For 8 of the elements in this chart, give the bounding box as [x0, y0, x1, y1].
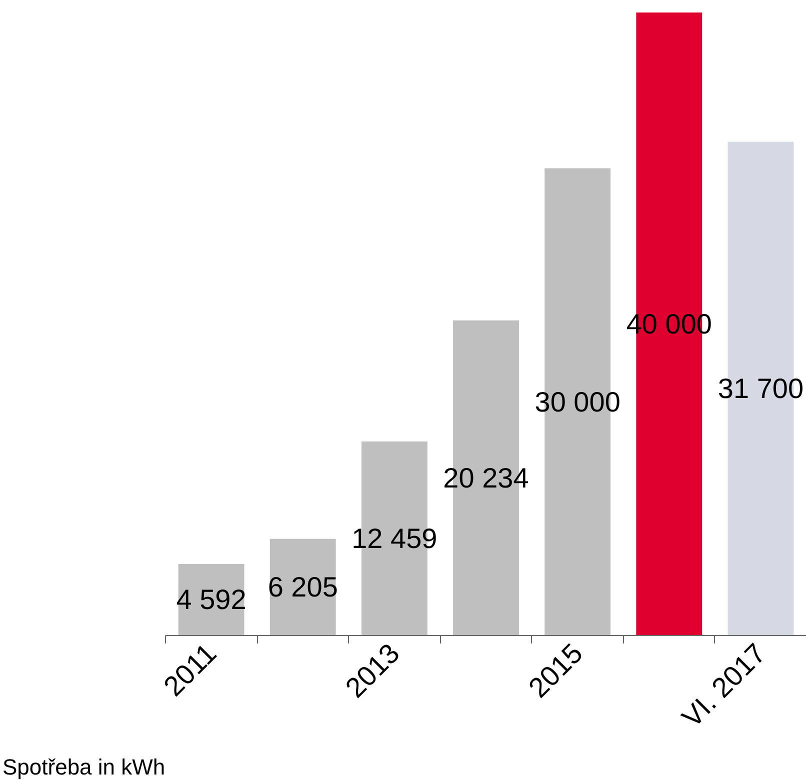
data-label: 4 592 [176, 584, 246, 616]
data-label: 31 700 [718, 373, 804, 404]
text: Spotřeba in kWh [2, 754, 166, 780]
data-label: 6 205 [268, 572, 338, 603]
data-label: 30 000 [534, 386, 620, 418]
data-label: 20 234 [443, 462, 529, 494]
data-label: 12 459 [352, 522, 438, 554]
bar [270, 538, 336, 636]
